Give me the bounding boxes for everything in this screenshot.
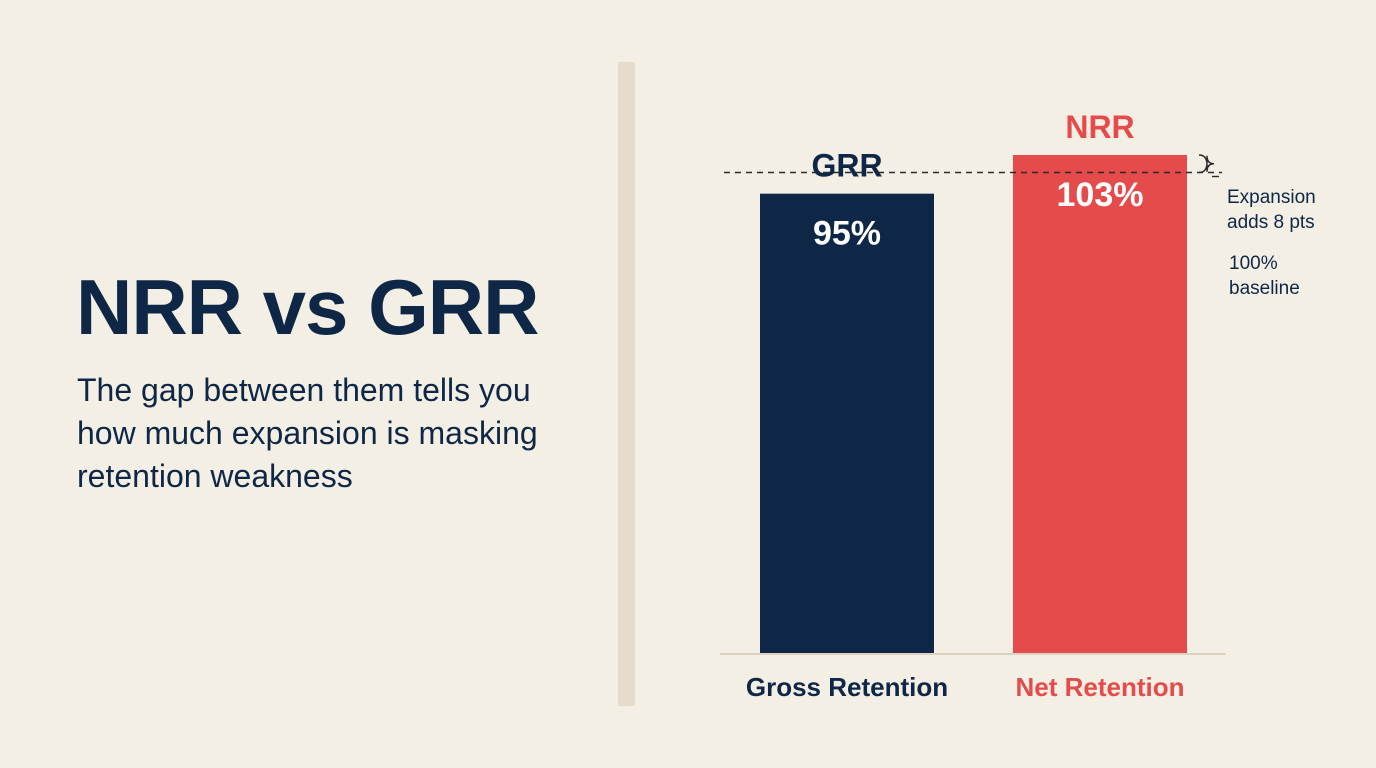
bar-grr — [760, 193, 934, 653]
bar-name-label: GRR — [811, 148, 882, 184]
bars-group: GRR 95% Gross Retention NRR 103% Net Retentio… — [746, 109, 1187, 702]
expansion-annotation-line: adds 8 pts — [1227, 212, 1315, 233]
page-title: NRR vs GRR — [76, 263, 539, 351]
bar-name-label: NRR — [1065, 109, 1134, 145]
bar-value-label: 95% — [813, 215, 881, 253]
baseline-annotation-line: 100% — [1229, 253, 1278, 274]
expansion-brace — [1198, 154, 1215, 174]
bar-value-label: 103% — [1057, 176, 1144, 214]
category-label: Net Retention — [1016, 672, 1185, 702]
page-subtitle: The gap between them tells you how much … — [77, 372, 538, 494]
bar-nrr — [1013, 155, 1187, 653]
annotations-group: Expansion adds 8 pts 100% baseline — [1212, 175, 1316, 299]
category-label: Gross Retention — [746, 672, 948, 702]
expansion-annotation-line: Expansion — [1227, 187, 1316, 208]
vertical-divider — [618, 62, 635, 706]
baseline-annotation-line: baseline — [1229, 278, 1300, 299]
